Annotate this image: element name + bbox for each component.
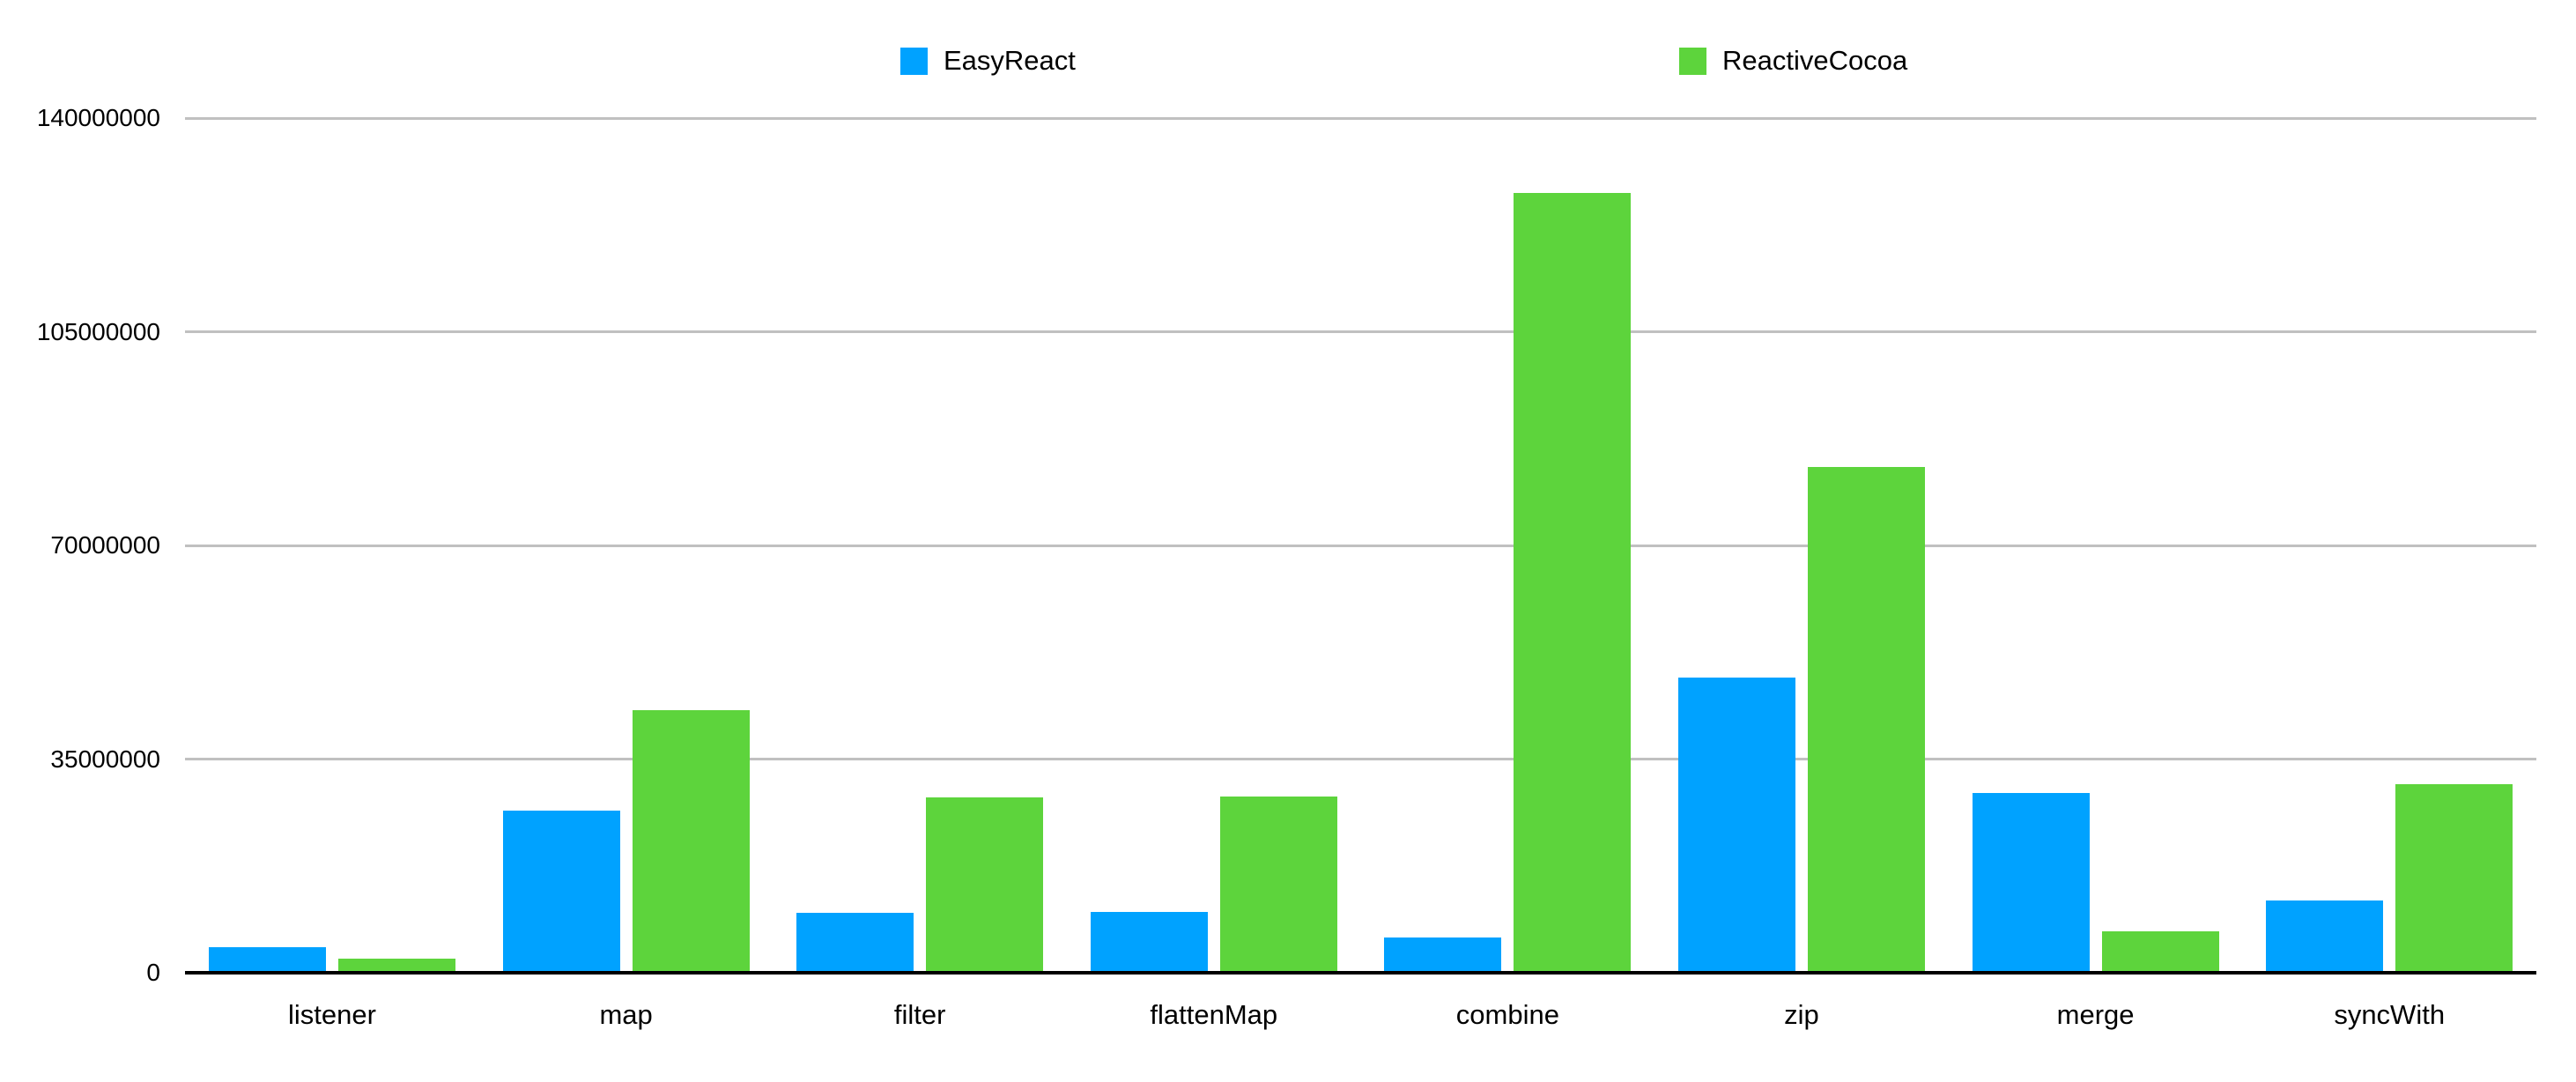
x-tick-label-map: map — [599, 999, 653, 1030]
legend-item-easyreact: EasyReact — [900, 45, 1076, 76]
bar-ReactiveCocoa-merge — [2101, 930, 2219, 973]
y-tick-label-70000000: 70000000 — [50, 531, 160, 559]
x-tick-label-merge: merge — [2056, 999, 2135, 1030]
bar-ReactiveCocoa-syncWith — [2395, 783, 2513, 973]
x-tick-label-filter: filter — [893, 999, 946, 1030]
bar-EasyReact-merge — [1972, 792, 2090, 973]
bar-ReactiveCocoa-zip — [1808, 467, 1925, 973]
bar-EasyReact-syncWith — [2266, 900, 2384, 973]
bar-ReactiveCocoa-flattenMap — [1219, 796, 1337, 973]
x-axis-baseline — [185, 971, 2536, 975]
gridline-35000000 — [185, 758, 2536, 760]
x-tick-label-combine: combine — [1455, 999, 1559, 1030]
bar-EasyReact-combine — [1384, 937, 1502, 973]
bar-EasyReact-listener — [209, 946, 326, 973]
x-tick-label-listener: listener — [288, 999, 376, 1030]
bar-EasyReact-flattenMap — [1090, 911, 1208, 973]
gridline-105000000 — [185, 330, 2536, 333]
y-tick-label-35000000: 35000000 — [50, 745, 160, 773]
x-tick-label-flattenMap: flattenMap — [1150, 999, 1278, 1030]
legend-label-easyreact: EasyReact — [944, 45, 1076, 76]
bar-ReactiveCocoa-combine — [1514, 192, 1632, 973]
legend-swatch-reactivecocoa-icon — [1679, 47, 1706, 75]
bar-ReactiveCocoa-filter — [926, 797, 1044, 973]
legend-item-reactivecocoa: ReactiveCocoa — [1679, 45, 1908, 76]
bar-EasyReact-filter — [796, 913, 914, 973]
bar-EasyReact-map — [502, 810, 620, 973]
x-tick-label-syncWith: syncWith — [2334, 999, 2446, 1030]
gridline-140000000 — [185, 116, 2536, 120]
legend-label-reactivecocoa: ReactiveCocoa — [1722, 45, 1908, 76]
bar-ReactiveCocoa-listener — [338, 959, 455, 973]
x-tick-label-zip: zip — [1784, 999, 1819, 1030]
bar-EasyReact-zip — [1678, 678, 1795, 973]
y-tick-label-105000000: 105000000 — [36, 317, 160, 345]
gridline-70000000 — [185, 544, 2536, 547]
bar-ReactiveCocoa-map — [632, 710, 750, 973]
legend-swatch-easyreact-icon — [900, 47, 928, 75]
y-tick-label-140000000: 140000000 — [36, 104, 160, 131]
y-tick-label-0: 0 — [146, 959, 160, 986]
